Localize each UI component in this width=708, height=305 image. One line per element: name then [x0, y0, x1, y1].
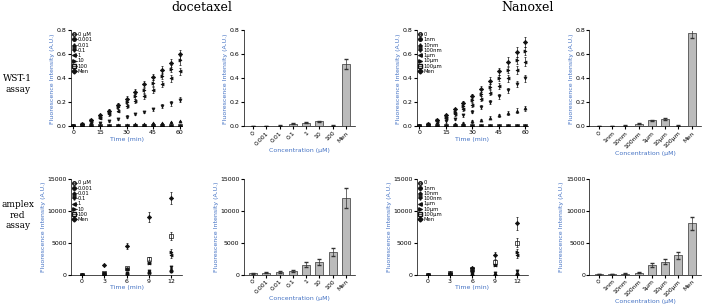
Bar: [302, 265, 310, 274]
Bar: [275, 272, 283, 274]
X-axis label: Time (min): Time (min): [110, 137, 144, 142]
Bar: [302, 123, 310, 126]
Bar: [661, 119, 669, 126]
Text: WST-1
assay: WST-1 assay: [4, 74, 32, 94]
Y-axis label: Fluorescence Intensity (A.U.): Fluorescence Intensity (A.U.): [223, 33, 228, 124]
Y-axis label: Fluorescence Intensity (A.U.): Fluorescence Intensity (A.U.): [41, 181, 46, 272]
Y-axis label: Fluorescence Intensity (A.U.): Fluorescence Intensity (A.U.): [569, 33, 574, 124]
Legend: 0 μM, 0.001, 0.01, 0.1, 1, 10, 100, Men: 0 μM, 0.001, 0.01, 0.1, 1, 10, 100, Men: [72, 180, 93, 222]
Bar: [262, 273, 270, 274]
Bar: [634, 124, 642, 126]
Bar: [687, 224, 695, 274]
Bar: [289, 271, 297, 274]
Legend: 0 μM, 0.001, 0.01, 0.1, 1, 10, 100, Men: 0 μM, 0.001, 0.01, 0.1, 1, 10, 100, Men: [72, 32, 93, 74]
Bar: [249, 273, 257, 275]
Text: Nanoxel: Nanoxel: [501, 1, 554, 14]
Bar: [342, 198, 350, 274]
X-axis label: Concentration (μM): Concentration (μM): [615, 151, 675, 156]
X-axis label: Time (min): Time (min): [455, 285, 489, 290]
Bar: [661, 262, 669, 274]
Bar: [634, 273, 642, 274]
Bar: [674, 255, 683, 274]
X-axis label: Concentration (μM): Concentration (μM): [269, 148, 330, 152]
Bar: [315, 121, 324, 126]
Bar: [289, 124, 297, 126]
Y-axis label: Fluorescence Intensity (A.U.): Fluorescence Intensity (A.U.): [214, 181, 219, 272]
X-axis label: Concentration (μM): Concentration (μM): [615, 299, 675, 304]
X-axis label: Time (min): Time (min): [455, 137, 489, 142]
Bar: [315, 262, 324, 274]
Text: amplex
red
assay: amplex red assay: [1, 200, 34, 230]
Y-axis label: Fluorescence Intensity (A.U.): Fluorescence Intensity (A.U.): [559, 181, 564, 272]
Bar: [648, 265, 656, 274]
Bar: [329, 252, 336, 274]
Bar: [687, 33, 695, 126]
Bar: [648, 120, 656, 126]
Y-axis label: Fluorescence Intensity (A.U.): Fluorescence Intensity (A.U.): [50, 33, 55, 124]
X-axis label: Time (min): Time (min): [110, 285, 144, 290]
Legend: 0, 1nm, 10nm, 100nm, 1μm, 10μm, 100μm, Men: 0, 1nm, 10nm, 100nm, 1μm, 10μm, 100μm, M…: [418, 32, 442, 74]
Legend: 0, 1nm, 10nm, 100nm, 1μm, 10μm, 100μm, Men: 0, 1nm, 10nm, 100nm, 1μm, 10μm, 100μm, M…: [418, 180, 442, 222]
Bar: [342, 64, 350, 126]
Y-axis label: Fluorescence Intensity (A.U.): Fluorescence Intensity (A.U.): [396, 33, 401, 124]
Text: docetaxel: docetaxel: [171, 1, 232, 14]
Y-axis label: Fluorescence Intensity (A.U.): Fluorescence Intensity (A.U.): [387, 181, 392, 272]
X-axis label: Concentration (μM): Concentration (μM): [269, 296, 330, 301]
